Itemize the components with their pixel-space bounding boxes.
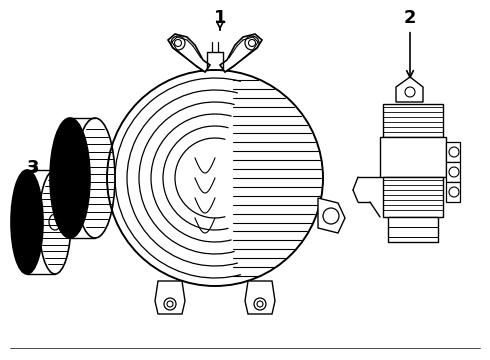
Ellipse shape	[11, 170, 43, 274]
Polygon shape	[168, 34, 210, 72]
Polygon shape	[446, 182, 460, 202]
Polygon shape	[155, 281, 185, 314]
Polygon shape	[245, 281, 275, 314]
Polygon shape	[318, 198, 345, 233]
Polygon shape	[446, 142, 460, 162]
Ellipse shape	[50, 118, 90, 238]
Polygon shape	[446, 162, 460, 182]
Text: 2: 2	[404, 9, 416, 77]
Text: 3: 3	[27, 159, 39, 177]
Polygon shape	[388, 217, 438, 242]
Text: 1: 1	[214, 9, 226, 30]
Polygon shape	[380, 137, 446, 177]
Polygon shape	[383, 104, 443, 137]
Polygon shape	[220, 34, 262, 72]
Polygon shape	[383, 177, 443, 217]
Polygon shape	[396, 77, 423, 102]
